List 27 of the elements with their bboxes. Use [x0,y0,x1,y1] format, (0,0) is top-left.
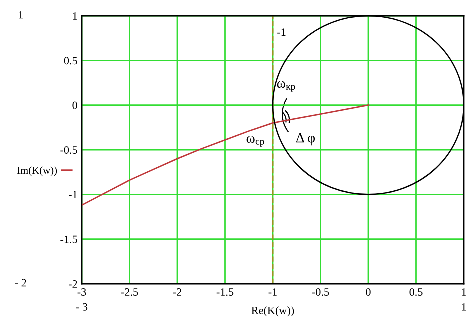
y-tick-label: -2 [68,280,78,288]
x-tick-label: -1.5 [216,288,234,296]
text: 1 [19,11,23,19]
y-tick-label: -1 [68,191,78,199]
legend-label: Im(K(w)) [17,166,58,176]
y-tick-label: 1 [73,12,78,20]
x-tick-label: 0.5 [410,288,423,296]
ref-line-label: -1 [278,28,286,36]
x-tick-label: -2.5 [121,288,138,296]
text: 1 [462,303,466,311]
text: - 2 [15,279,26,287]
x-tick-label: -3 [78,288,86,296]
y-tick-label: -0.5 [60,146,78,154]
x-tick-label: -0.5 [312,288,330,296]
x-tick-label: 1 [462,288,466,296]
x-tick-label: 0 [366,288,371,296]
x-tick-label: -2 [173,288,182,296]
annotation: ω$_{ср}$ [246,136,264,147]
y-tick-label: -1.5 [60,236,78,244]
y-tick-label: 0 [72,102,78,110]
annotation: ω$_{кр}$ [277,81,296,92]
x-tick-label: -1 [268,288,277,296]
y-tick-label: 0.5 [64,57,78,65]
text: - 3 [76,303,88,311]
line-series [82,104,370,206]
x-axis-title: Re(K(w)) [252,306,294,317]
annotation: Δ φ [296,133,316,146]
